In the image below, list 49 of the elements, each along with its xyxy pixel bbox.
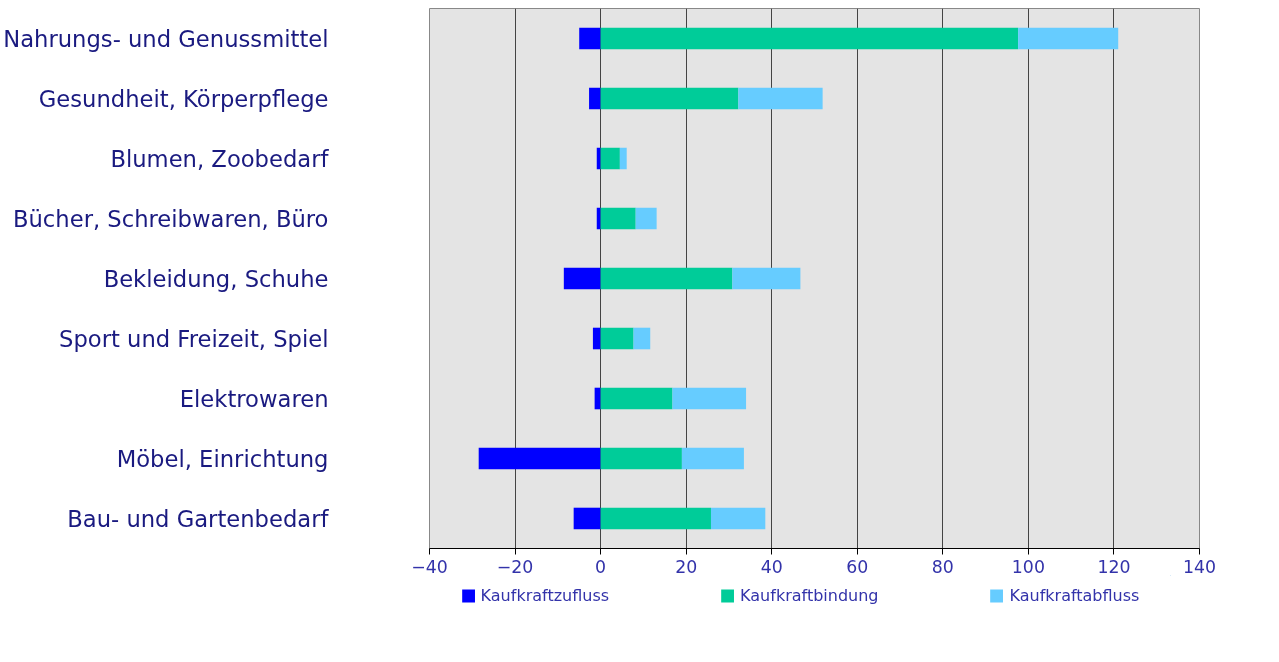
bar [732, 267, 801, 290]
y-tick-label: Möbel, Einrichtung [116, 445, 329, 472]
x-tick-label: −20 [496, 556, 534, 577]
bar [600, 87, 739, 110]
x-tick-label: 0 [595, 556, 607, 577]
x-tick-label: 80 [931, 556, 954, 577]
bar [681, 447, 744, 470]
bar [600, 507, 711, 530]
y-tick-label: Sport und Freizeit, Spiel [59, 325, 329, 352]
y-tick-label: Gesundheit, Körperpflege [38, 85, 329, 112]
bar [478, 447, 601, 470]
x-tick-label: 120 [1097, 556, 1131, 577]
bar [589, 87, 601, 110]
x-tick-label: 100 [1011, 556, 1045, 577]
bar [563, 267, 601, 290]
bar [710, 507, 766, 530]
bar [672, 387, 747, 410]
y-tick-label: Bücher, Schreibwaren, Büro [12, 205, 329, 232]
bar [579, 27, 601, 50]
bar [600, 327, 634, 350]
bar [592, 327, 601, 350]
x-tick-label: 60 [846, 556, 869, 577]
y-tick-label: Bau- und Gartenbedarf [67, 505, 330, 532]
x-tick-label: 20 [675, 556, 698, 577]
legend-label: Kaufkraftzufluss [480, 585, 610, 605]
bar [596, 147, 601, 170]
bar [573, 507, 601, 530]
legend-label: Kaufkraftabfluss [1009, 585, 1140, 605]
x-tick-label: 140 [1182, 556, 1217, 577]
y-tick-label: Elektrowaren [179, 385, 329, 412]
bar [600, 147, 620, 170]
bar [635, 207, 657, 230]
x-tick-label: 40 [760, 556, 783, 577]
bar [594, 387, 601, 410]
bar [600, 27, 1019, 50]
y-tick-label: Nahrungs- und Genussmittel [3, 25, 329, 52]
bar [596, 207, 601, 230]
bar [600, 207, 636, 230]
bar [633, 327, 651, 350]
bar [600, 267, 733, 290]
bar [738, 87, 823, 110]
bar [619, 147, 627, 170]
y-tick-label: Bekleidung, Schuhe [103, 265, 329, 292]
legend-label: Kaufkraftbindung [740, 585, 879, 605]
y-tick-label: Blumen, Zoobedarf [110, 145, 330, 172]
bar [600, 387, 673, 410]
bar [1018, 27, 1119, 50]
x-tick-label: −40 [411, 556, 448, 577]
bar [600, 447, 682, 470]
